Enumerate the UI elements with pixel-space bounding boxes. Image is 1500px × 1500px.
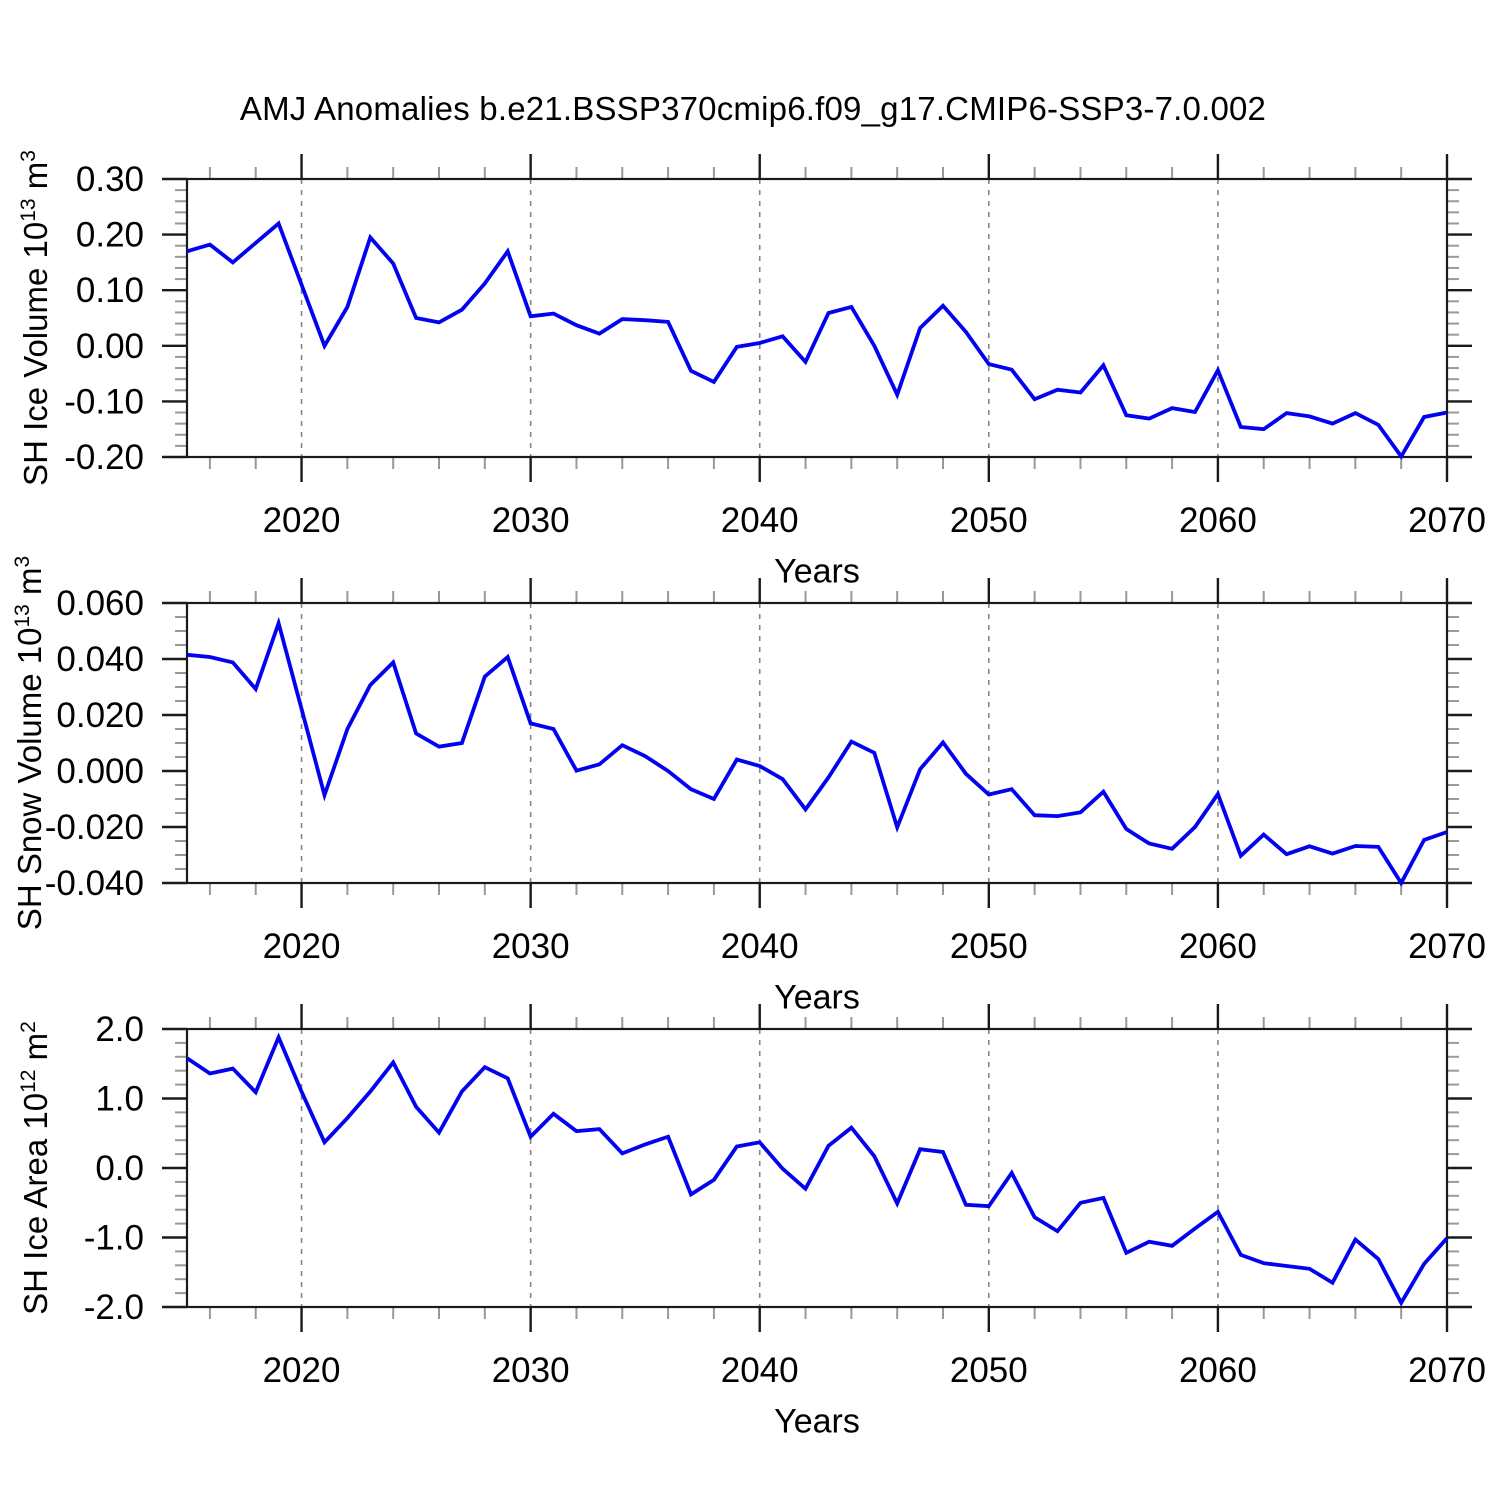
y-axis-label-unit-exponent: 3 <box>17 150 40 162</box>
x-tick-label: 2040 <box>721 927 799 966</box>
chart-title: AMJ Anomalies b.e21.BSSP370cmip6.f09_g17… <box>239 90 1267 127</box>
x-axis-label-years-panel3: Years <box>774 1402 860 1441</box>
y-axis-label-exponent: 13 <box>17 198 40 222</box>
x-tick-label: 2050 <box>950 927 1028 966</box>
x-tick-label: 2060 <box>1179 927 1257 966</box>
x-tick-label: 2070 <box>1408 1351 1486 1390</box>
x-tick-label: 2030 <box>492 501 570 540</box>
x-tick-label: 2020 <box>263 1351 341 1390</box>
panel-frame <box>185 177 1449 459</box>
y-tick-label: -0.020 <box>45 808 144 847</box>
y-tick-label: 0.00 <box>76 327 144 366</box>
y-tick-label: -1.0 <box>84 1219 144 1258</box>
x-tick-label: 2040 <box>721 1351 799 1390</box>
x-tick-label: 2040 <box>721 501 799 540</box>
y-axis-label-unit: m <box>17 1032 54 1070</box>
x-tick-label: 2020 <box>263 501 341 540</box>
panel-frame <box>185 1027 1449 1309</box>
x-tick-label: 2050 <box>950 501 1028 540</box>
x-tick-label: 2060 <box>1179 501 1257 540</box>
x-tick-label: 2030 <box>492 927 570 966</box>
y-axis-label-unit-exponent: 2 <box>17 1021 40 1033</box>
y-axis-label-ice-volume: SH Ice Volume 1013 m3 <box>17 150 55 486</box>
data-line <box>185 1032 1449 1307</box>
y-axis-label-ice-area: SH Ice Area 1012 m2 <box>17 1021 55 1315</box>
x-tick-label: 2060 <box>1179 1351 1257 1390</box>
y-tick-label: -0.10 <box>64 382 144 421</box>
y-tick-label: -0.040 <box>45 864 144 903</box>
y-tick-label: 0.040 <box>56 640 144 679</box>
y-axis-label-text: SH Ice Volume 10 <box>17 221 54 486</box>
y-tick-label: 0.20 <box>76 216 144 255</box>
data-line <box>186 220 1448 460</box>
y-axis-label-snow-volume: SH Snow Volume 1013 m3 <box>11 556 49 930</box>
x-tick-label: 2050 <box>950 1351 1028 1390</box>
x-tick-label: 2070 <box>1408 927 1486 966</box>
y-tick-label: 0.0 <box>95 1149 144 1188</box>
y-tick-label: 0.060 <box>56 584 144 623</box>
data-line <box>186 616 1448 887</box>
y-axis-label-exponent: 12 <box>17 1069 40 1093</box>
y-tick-label: 2.0 <box>95 1010 144 1049</box>
x-tick-label: 2030 <box>492 1351 570 1390</box>
y-tick-label: -2.0 <box>84 1288 144 1327</box>
y-axis-label-text: SH Ice Area 10 <box>17 1092 54 1315</box>
y-axis-label-text: SH Snow Volume 10 <box>11 627 48 931</box>
x-axis-label-years-panel2: Years <box>774 978 860 1017</box>
y-axis-label-unit-exponent: 3 <box>11 555 34 568</box>
x-tick-label: 2020 <box>263 927 341 966</box>
y-tick-label: 0.30 <box>76 160 144 199</box>
x-tick-label: 2070 <box>1408 501 1486 540</box>
y-axis-label-unit: m <box>17 161 54 199</box>
y-tick-label: 1.0 <box>95 1080 144 1119</box>
y-tick-label: 0.000 <box>56 752 144 791</box>
y-axis-label-exponent: 13 <box>11 604 34 628</box>
x-axis-label-years-panel1: Years <box>774 552 860 591</box>
y-tick-label: 0.10 <box>76 271 144 310</box>
y-axis-label-unit: m <box>11 567 48 605</box>
y-tick-label: 0.020 <box>56 696 144 735</box>
panel-frame <box>185 601 1449 885</box>
y-tick-label: -0.20 <box>64 438 144 477</box>
